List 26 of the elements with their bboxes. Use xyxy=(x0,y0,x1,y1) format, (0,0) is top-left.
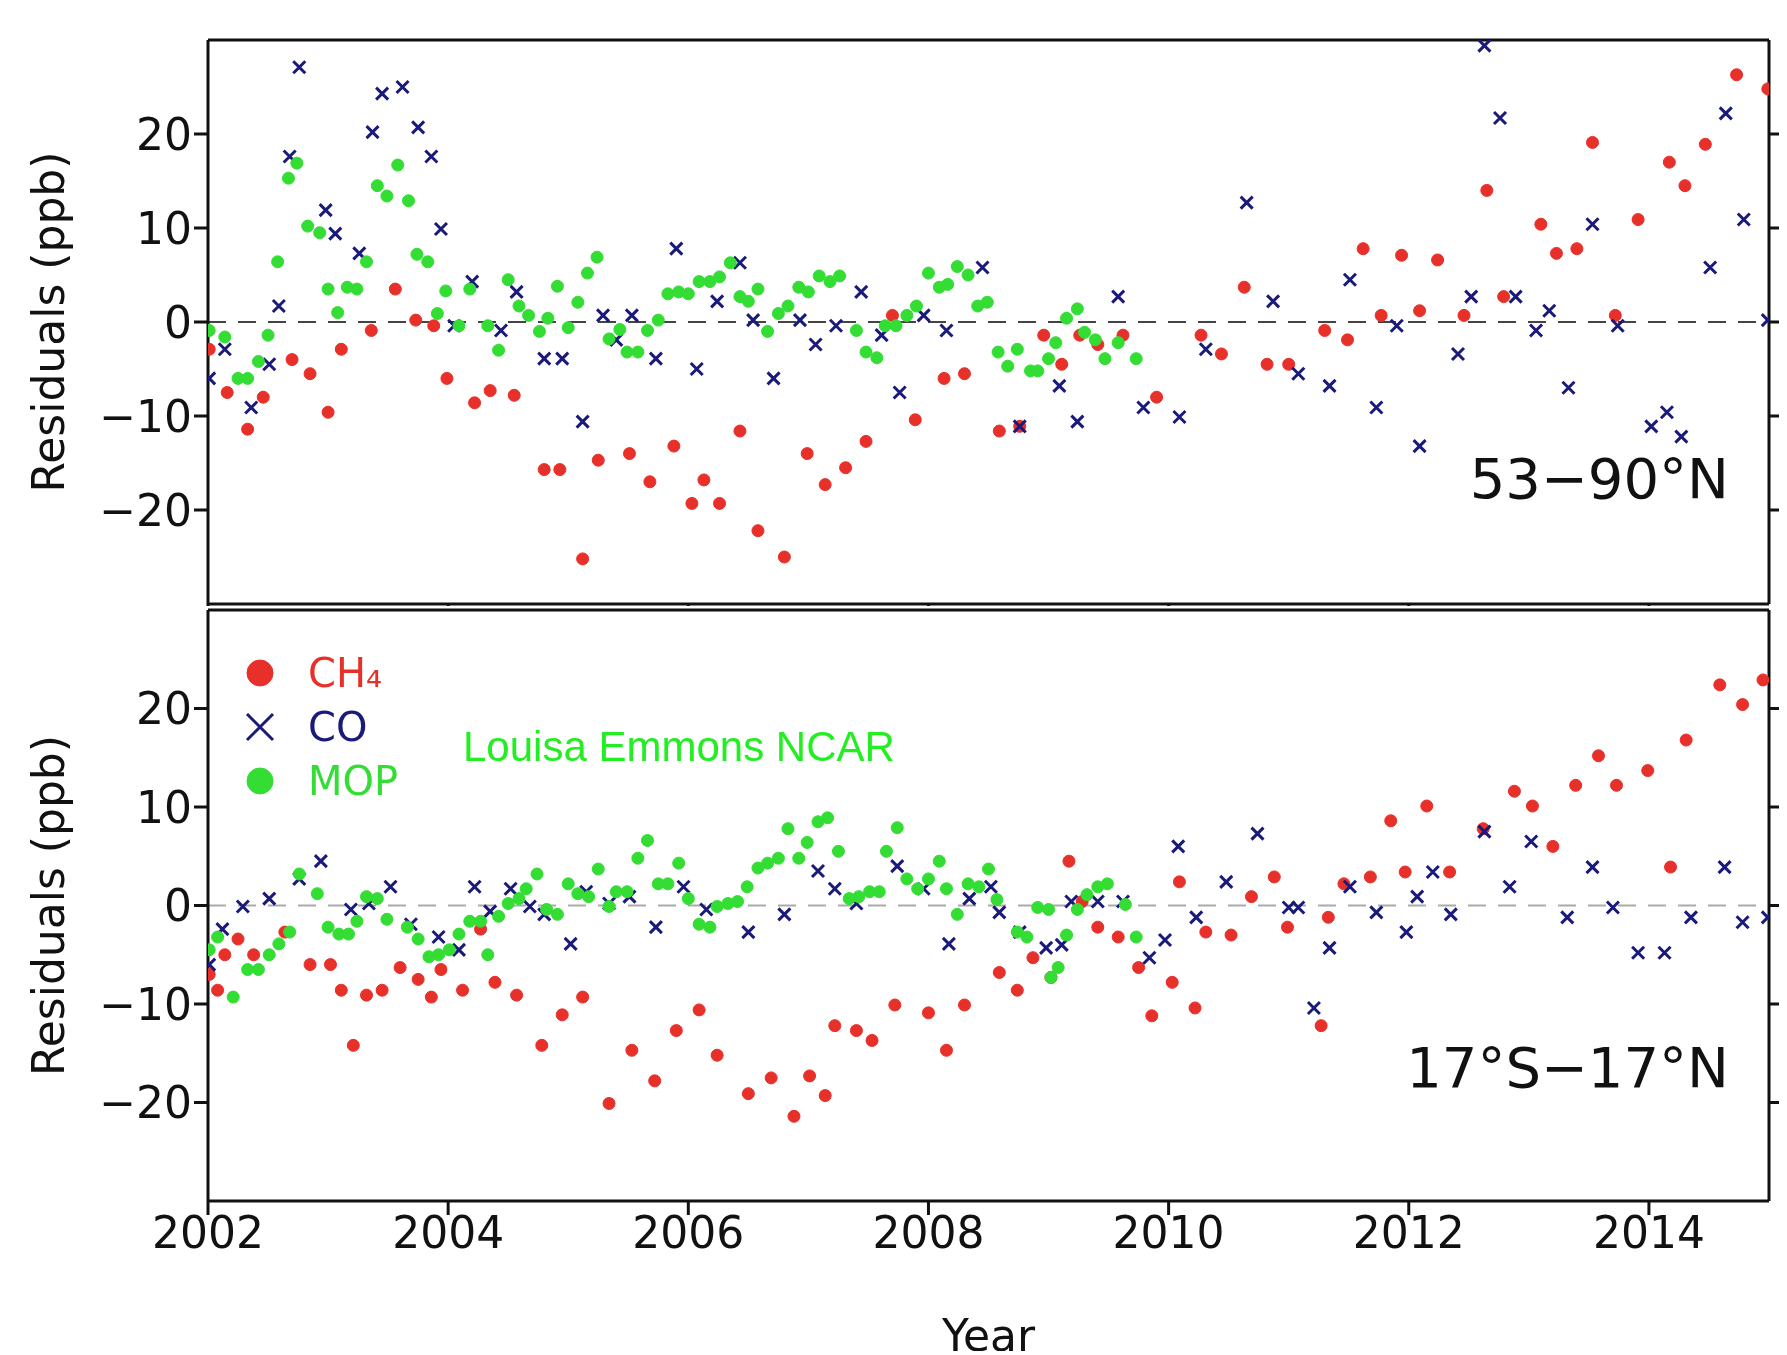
annotation: Louisa Emmons NCAR xyxy=(463,723,895,771)
x-axis-title: Year xyxy=(940,1310,1036,1355)
y-tick-label: −20 xyxy=(99,484,192,536)
y-tick-label: 10 xyxy=(136,202,192,254)
y-tick-label: −10 xyxy=(99,390,192,442)
y-axis-title: Residuals (ppb) xyxy=(22,151,74,493)
y-tick-label: 0 xyxy=(164,296,192,348)
annotation: 17°S−17°N xyxy=(1406,1034,1729,1100)
legend-label: CH₄ xyxy=(308,650,383,696)
x-tick-label: 2012 xyxy=(1352,1207,1465,1259)
y-tick-label: −20 xyxy=(99,1077,192,1129)
y-tick-label: 20 xyxy=(136,683,192,735)
y-tick-label: 20 xyxy=(136,108,192,160)
x-tick-label: 2002 xyxy=(152,1207,264,1259)
annotation: 53−90°N xyxy=(1469,445,1729,511)
x-tick-label: 2010 xyxy=(1112,1207,1225,1259)
x-tick-label: 2006 xyxy=(632,1207,745,1259)
x-tick-label: 2014 xyxy=(1592,1207,1705,1259)
y-tick-label: 0 xyxy=(164,880,192,932)
x-tick-label: 2004 xyxy=(392,1207,505,1259)
y-tick-label: 10 xyxy=(136,781,192,833)
x-tick-label: 2008 xyxy=(872,1207,985,1259)
legend-label: CO xyxy=(308,704,368,750)
y-tick-label: −10 xyxy=(99,978,192,1030)
y-axis-title: Residuals (ppb) xyxy=(22,735,74,1076)
legend-label: MOP xyxy=(308,758,399,804)
